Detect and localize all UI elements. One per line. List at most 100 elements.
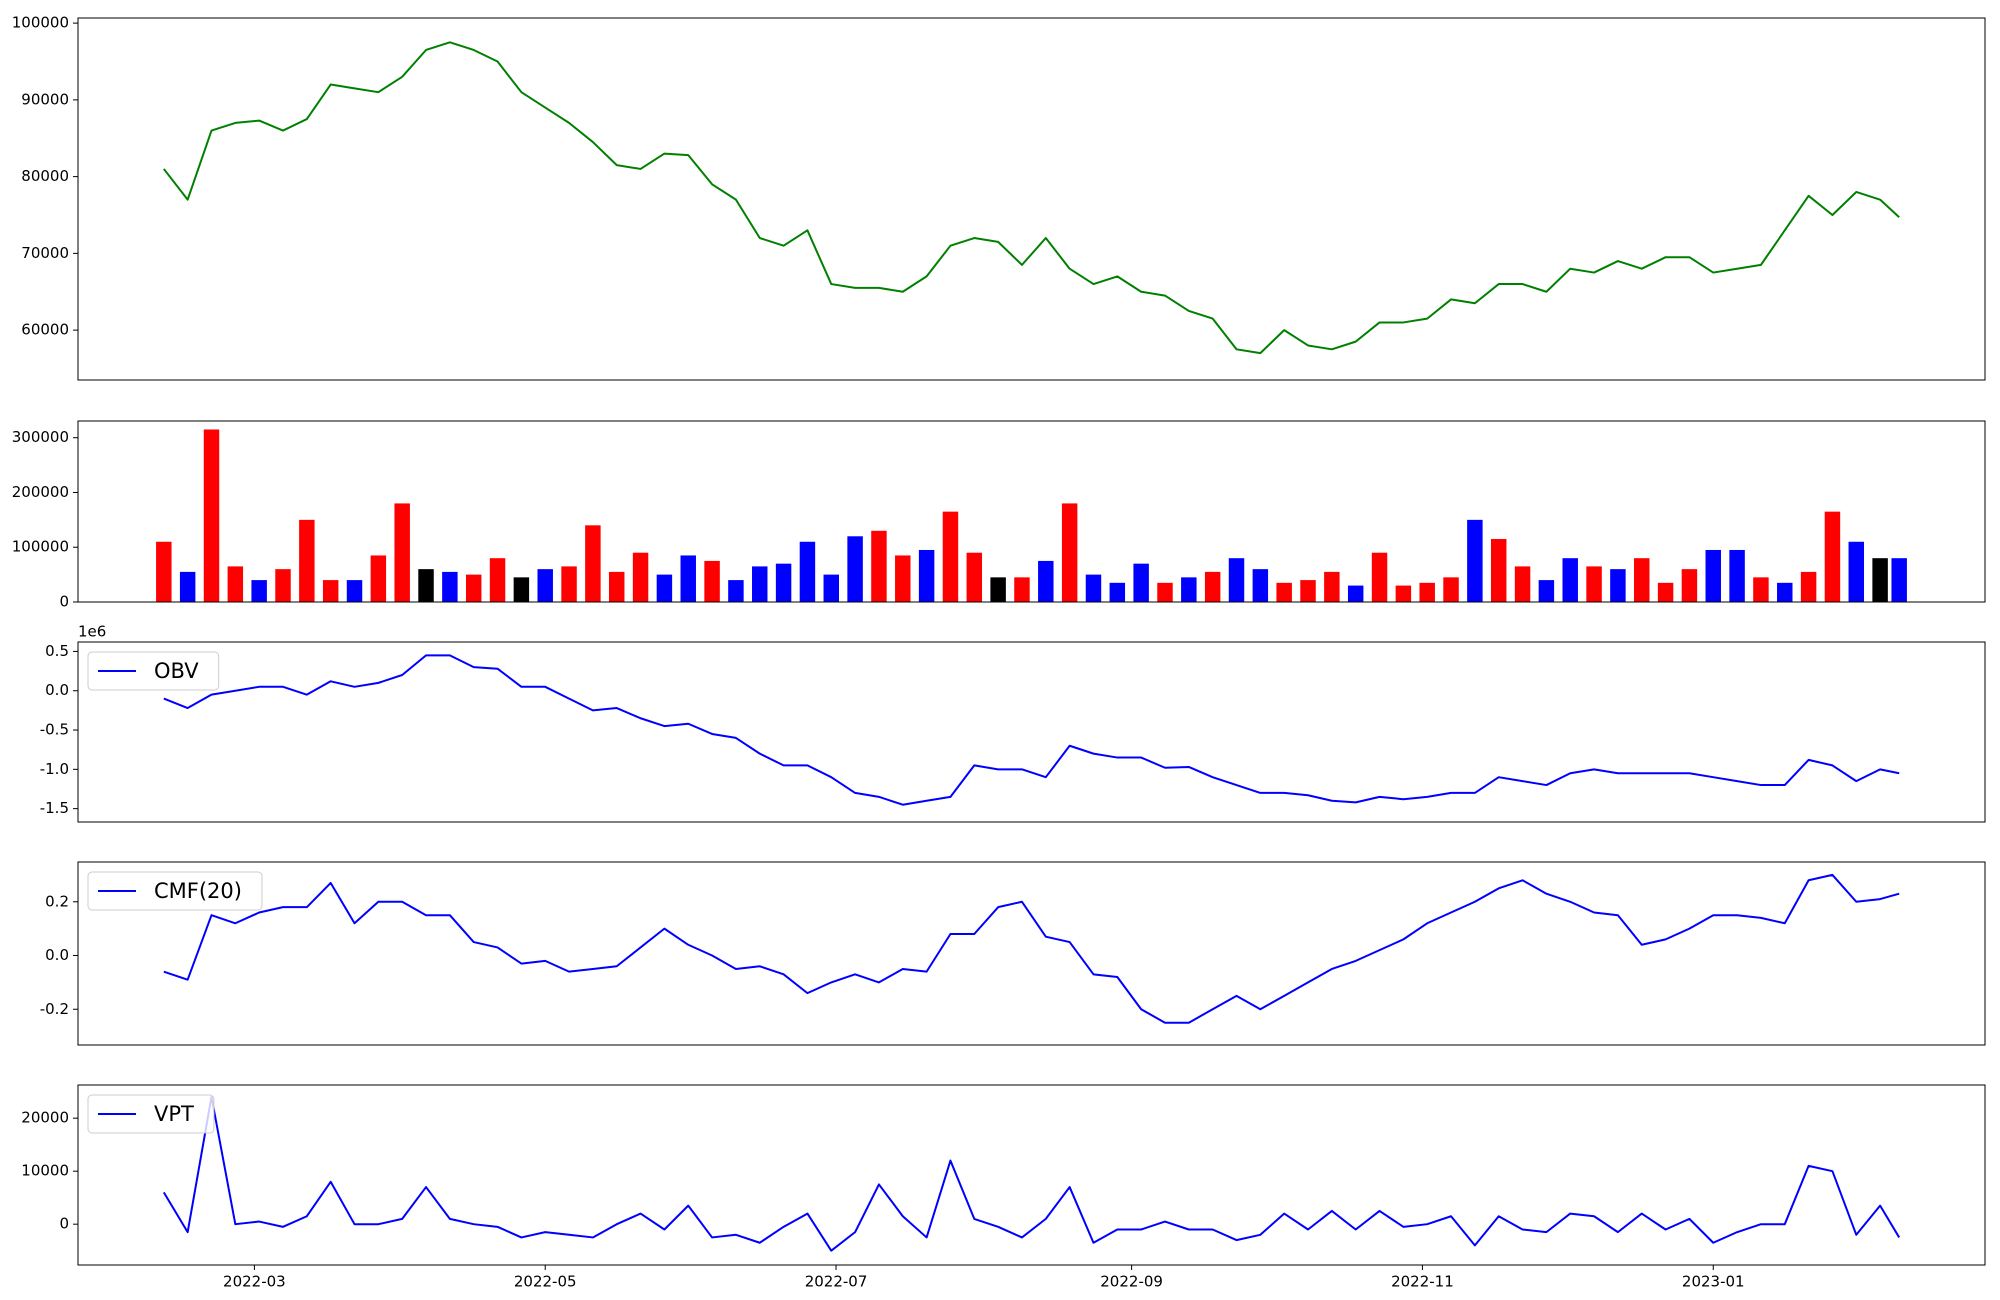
volume-bar [1443,577,1459,602]
volume-bar [227,566,244,602]
volume-bar [1681,569,1698,602]
series-line [163,41,1900,355]
volume-bar [1157,582,1173,602]
x-tick-label: 2023-01 [1682,1273,1745,1291]
volume-bar [823,574,839,602]
volume-bar [1800,571,1817,602]
volume-bar [1824,511,1841,602]
volume-bar [1276,582,1292,602]
volume-bar [1753,577,1769,602]
volume-bar [895,555,911,602]
axes-frame [77,420,1986,603]
volume-bar [918,549,935,602]
y-tick-label: 60000 [21,321,69,339]
volume-bar [728,580,744,602]
y-tick-label: 0 [59,593,69,611]
volume-bar [775,563,792,602]
axes-frame [77,1084,1986,1266]
volume-bar [1300,580,1316,602]
volume-bar [1419,582,1435,602]
volume-bar [1657,582,1674,602]
axes-frame [77,17,1986,381]
y-tick-label: 0.2 [45,892,69,910]
axes-frame [77,641,1986,823]
volume-bar [1610,569,1626,602]
volume-bar [179,571,196,602]
volume-bar [203,429,220,602]
y-tick-label: 80000 [21,167,69,185]
plot-area [163,41,1900,355]
volume-bar [370,555,387,602]
volume-bar [1872,558,1888,602]
volume-bar [1848,541,1865,602]
volume-bar [561,566,577,602]
x-tick-label: 2022-03 [223,1273,286,1291]
volume-bar [322,580,339,602]
volume-bar [752,566,768,602]
volume-bar [346,580,363,602]
volume-bar [1467,519,1483,602]
plot-area [156,429,1907,602]
volume-bar [1061,503,1078,602]
volume-bar [1181,577,1197,602]
volume-bar [156,541,172,602]
volume-bar [632,552,649,602]
y-tick-label: 0.0 [45,946,69,964]
volume-bar [1133,563,1149,602]
y-tick-label: 20000 [21,1109,69,1127]
volume-bar [1038,560,1054,602]
volume-bar [1490,539,1507,602]
y-tick-label: 0.5 [45,642,69,660]
volume-bar [1891,558,1907,602]
plot-area [163,654,1900,806]
series-line [163,873,1900,1024]
volume-bar [990,577,1006,602]
plot-area [162,1095,1901,1252]
series-line [163,654,1900,806]
offset-text: 1e6 [78,623,106,641]
volume-bar [656,574,673,602]
volume-bar [608,571,625,602]
axes-frame [77,861,1986,1046]
volume-bar [799,541,816,602]
x-tick-label: 2022-05 [514,1273,577,1291]
volume-bar [680,555,696,602]
volume-bar [942,511,959,602]
volume-bar [1705,549,1721,602]
y-tick-label: 90000 [21,90,69,108]
volume-bar [1347,585,1364,602]
volume-bar [1777,582,1793,602]
legend-label: VPT [154,1102,194,1126]
volume-bar [1729,549,1745,602]
y-tick-label: 0 [59,1215,69,1233]
volume-bar [1538,580,1555,602]
volume-bar [704,560,720,602]
volume-bar [1324,571,1340,602]
legend-box [87,1094,215,1134]
volume-bar [513,577,530,602]
legend-label: OBV [154,659,199,683]
volume-bar [1204,571,1221,602]
volume-bar [1085,574,1102,602]
x-tick-label: 2022-09 [1100,1273,1163,1291]
y-tick-label: 0.0 [45,681,69,699]
volume-bar [1371,552,1388,602]
volume-bar [489,558,506,602]
y-tick-label: 300000 [12,428,69,446]
y-tick-label: 200000 [12,483,69,501]
volume-bar [1514,566,1531,602]
y-tick-label: 100000 [12,14,69,32]
x-tick-label: 2022-07 [805,1273,868,1291]
x-tick-label: 2022-11 [1391,1273,1454,1291]
volume-bar [1562,558,1578,602]
y-tick-label: 70000 [21,244,69,262]
y-tick-label: -0.2 [40,1000,69,1018]
y-tick-label: 10000 [21,1162,69,1180]
y-tick-label: 100000 [12,538,69,556]
volume-bar [847,536,863,602]
y-tick-label: -1.0 [40,760,69,778]
y-tick-label: -0.5 [40,721,69,739]
volume-bar [537,569,553,602]
